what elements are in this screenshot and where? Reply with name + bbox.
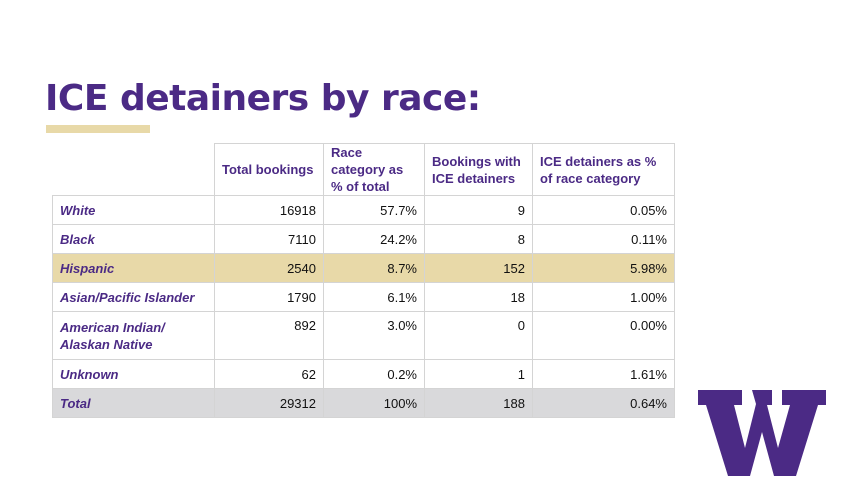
header-corner (52, 143, 215, 196)
ice-count-cell: 1 (424, 359, 533, 389)
total-bookings-cell: 892 (214, 311, 324, 360)
row-label: Hispanic (52, 253, 215, 283)
total-bookings-cell: 7110 (214, 224, 324, 254)
table-row: Unknown 62 0.2% 1 1.61% (52, 359, 675, 389)
ice-detainers-table: Total bookings Race category as % of tot… (52, 143, 675, 418)
ice-count-cell: 152 (424, 253, 533, 283)
ice-pct-cell: 1.61% (532, 359, 675, 389)
ice-count-cell: 0 (424, 311, 533, 360)
pct-total-cell: 24.2% (323, 224, 425, 254)
row-label: Black (52, 224, 215, 254)
ice-count-cell: 8 (424, 224, 533, 254)
slide-title: ICE detainers by race: (45, 78, 481, 119)
pct-total-cell: 3.0% (323, 311, 425, 360)
ice-count-cell: 188 (424, 388, 533, 418)
row-label: White (52, 195, 215, 225)
header-race-pct-total: Race category as % of total (323, 143, 425, 196)
table-row: Asian/Pacific Islander 1790 6.1% 18 1.00… (52, 282, 675, 312)
pct-total-cell: 100% (323, 388, 425, 418)
total-bookings-cell: 1790 (214, 282, 324, 312)
ice-pct-cell: 0.05% (532, 195, 675, 225)
pct-total-cell: 6.1% (323, 282, 425, 312)
table-row-total: Total 29312 100% 188 0.64% (52, 388, 675, 418)
table-row: White 16918 57.7% 9 0.05% (52, 195, 675, 225)
ice-count-cell: 18 (424, 282, 533, 312)
table-row-highlighted: Hispanic 2540 8.7% 152 5.98% (52, 253, 675, 283)
title-underline (46, 125, 150, 133)
total-bookings-cell: 62 (214, 359, 324, 389)
table-row: American Indian/ Alaskan Native 892 3.0%… (52, 311, 675, 360)
total-bookings-cell: 2540 (214, 253, 324, 283)
total-bookings-cell: 16918 (214, 195, 324, 225)
header-bookings-ice: Bookings with ICE detainers (424, 143, 533, 196)
total-bookings-cell: 29312 (214, 388, 324, 418)
row-label: Asian/Pacific Islander (52, 282, 215, 312)
ice-pct-cell: 0.11% (532, 224, 675, 254)
row-label: Total (52, 388, 215, 418)
ice-pct-cell: 0.00% (532, 311, 675, 360)
ice-pct-cell: 5.98% (532, 253, 675, 283)
pct-total-cell: 0.2% (323, 359, 425, 389)
table-header-row: Total bookings Race category as % of tot… (52, 143, 675, 196)
row-label: American Indian/ Alaskan Native (52, 311, 215, 360)
header-ice-pct-race: ICE detainers as % of race category (532, 143, 675, 196)
pct-total-cell: 8.7% (323, 253, 425, 283)
uw-w-logo-icon (698, 390, 826, 476)
table-row: Black 7110 24.2% 8 0.11% (52, 224, 675, 254)
header-total-bookings: Total bookings (214, 143, 324, 196)
pct-total-cell: 57.7% (323, 195, 425, 225)
row-label: Unknown (52, 359, 215, 389)
ice-count-cell: 9 (424, 195, 533, 225)
ice-pct-cell: 0.64% (532, 388, 675, 418)
ice-pct-cell: 1.00% (532, 282, 675, 312)
